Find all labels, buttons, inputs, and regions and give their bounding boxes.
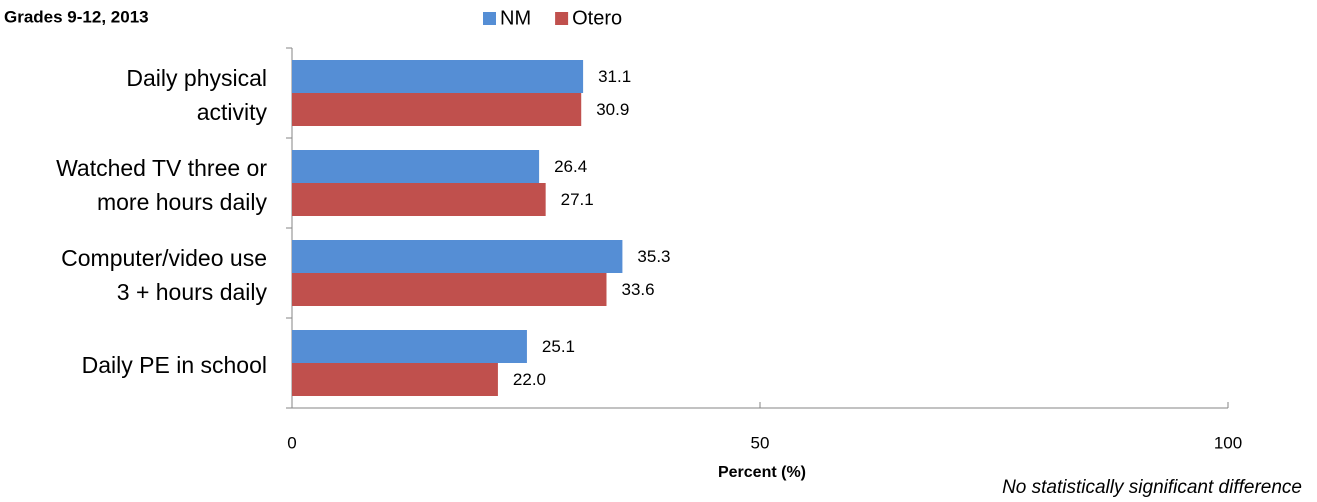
legend-swatch [555, 12, 569, 25]
bar [292, 183, 546, 216]
bar [292, 93, 582, 126]
value-label: 25.1 [542, 337, 575, 356]
bar [292, 363, 498, 396]
bar [292, 240, 623, 273]
x-tick-label: 0 [287, 433, 296, 452]
value-label: 33.6 [621, 280, 654, 299]
value-label: 31.1 [598, 67, 631, 86]
category-label: Watched TV three or more hours daily [56, 155, 267, 215]
legend-swatch [483, 12, 496, 25]
bar [292, 150, 540, 183]
value-label: 30.9 [596, 100, 629, 119]
legend-label: Otero [572, 7, 622, 29]
chart-title: Grades 9-12, 2013 [4, 7, 149, 26]
value-label: 27.1 [561, 190, 594, 209]
category-label: Daily physical activity [126, 65, 267, 125]
value-label: 35.3 [637, 247, 670, 266]
x-tick-label: 100 [1214, 433, 1242, 452]
category-label: Computer/video use 3 + hours daily [61, 245, 267, 305]
x-tick-label: 50 [751, 433, 770, 452]
bar [292, 330, 527, 363]
value-label: 22.0 [513, 370, 546, 389]
category-label: Daily PE in school [81, 352, 267, 378]
x-axis-label: Percent (%) [718, 464, 806, 481]
value-label: 26.4 [554, 157, 587, 176]
legend-label: NM [500, 7, 531, 29]
annotation: No statistically significant difference [1002, 477, 1302, 498]
bar [292, 273, 607, 306]
bar [292, 60, 584, 93]
